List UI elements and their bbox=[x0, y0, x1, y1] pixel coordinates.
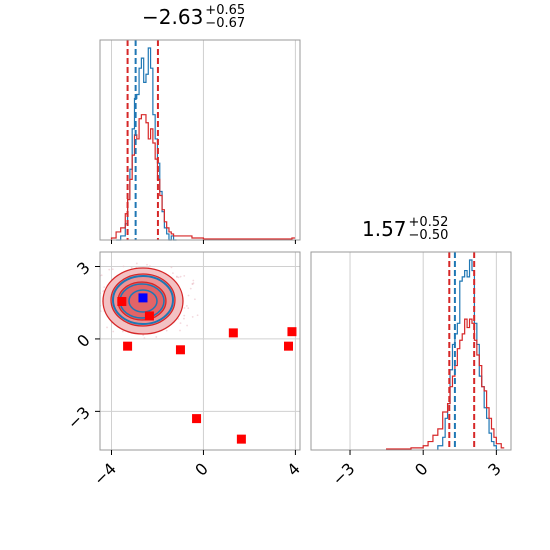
scatter-y-tick-label: 3 bbox=[73, 258, 94, 279]
scatter-sample-point bbox=[179, 275, 182, 278]
scatter-sample-point bbox=[148, 265, 151, 267]
scatter-sample-point bbox=[85, 311, 87, 313]
scatter-sample-point bbox=[189, 287, 192, 290]
scatter-panel: −4 0 4 3 0 −3 bbox=[64, 251, 304, 489]
scatter-sample-point bbox=[177, 276, 180, 279]
hist1-series-2-line bbox=[110, 114, 295, 240]
scatter-sample-point bbox=[121, 330, 124, 333]
title-param-2-plus: +0.52 bbox=[408, 215, 449, 230]
scatter-sample-point bbox=[87, 309, 89, 311]
scatter-sample-point bbox=[191, 283, 194, 286]
hist2-series-1-line bbox=[437, 259, 500, 451]
scatter-frame bbox=[99, 251, 301, 451]
scatter-sample-point bbox=[193, 298, 196, 301]
hist1-frame bbox=[99, 39, 301, 241]
scatter-sample-point bbox=[92, 300, 94, 302]
scatter-sample-point bbox=[170, 266, 173, 269]
scatter-marker-red bbox=[236, 434, 246, 444]
scatter-x-tick-label: 0 bbox=[191, 459, 212, 480]
scatter-sample-point bbox=[191, 316, 194, 318]
scatter-sample-point bbox=[165, 329, 168, 332]
scatter-x-tick-label: 4 bbox=[283, 459, 304, 480]
scatter-sample-point bbox=[92, 320, 94, 322]
scatter-sample-point bbox=[187, 294, 190, 297]
hist2-x-tick-label: 3 bbox=[484, 459, 505, 480]
scatter-sample-point bbox=[89, 308, 91, 310]
hist2-frame bbox=[310, 251, 512, 451]
scatter-marker-red bbox=[175, 345, 185, 355]
scatter-marker-red bbox=[123, 341, 133, 351]
scatter-sample-point bbox=[196, 314, 199, 317]
scatter-marker-red bbox=[228, 328, 238, 338]
scatter-sample-point bbox=[183, 307, 186, 309]
scatter-sample-point bbox=[143, 337, 146, 340]
scatter-marker-red bbox=[284, 341, 294, 351]
contour-blue-outer bbox=[111, 275, 174, 326]
scatter-sample-point bbox=[192, 279, 195, 282]
scatter-x-tick-label: −4 bbox=[90, 459, 120, 489]
title-param-1-minus: −0.67 bbox=[205, 16, 246, 31]
hist2-series-2-line bbox=[386, 318, 505, 450]
scatter-sample-point bbox=[84, 292, 86, 294]
scatter-sample-point bbox=[106, 326, 108, 329]
scatter-y-tick-label: 0 bbox=[73, 330, 94, 351]
title-param-2-minus: −0.50 bbox=[408, 228, 449, 243]
scatter-marker-blue bbox=[138, 293, 148, 303]
scatter-sample-point bbox=[172, 272, 174, 274]
title-param-1-plus: +0.65 bbox=[205, 3, 246, 18]
title-param-2: 1.57 +0.52 −0.50 bbox=[362, 216, 448, 242]
title-param-2-value: 1.57 bbox=[362, 217, 407, 241]
hist2-x-tick-label: −3 bbox=[328, 459, 358, 489]
scatter-sample-point bbox=[111, 268, 114, 271]
scatter-sample-point bbox=[91, 287, 93, 289]
scatter-sample-point bbox=[93, 290, 95, 292]
scatter-sample-point bbox=[183, 314, 186, 317]
histogram-param-1-panel bbox=[99, 39, 301, 244]
hist2-x-tick-label: 0 bbox=[411, 459, 432, 480]
scatter-sample-point bbox=[108, 268, 111, 271]
scatter-sample-point bbox=[112, 330, 115, 333]
scatter-sample-point bbox=[88, 290, 90, 292]
scatter-sample-point bbox=[89, 289, 91, 291]
scatter-sample-point bbox=[186, 324, 188, 327]
scatter-sample-point bbox=[100, 274, 103, 277]
scatter-sample-point bbox=[135, 262, 138, 265]
title-param-1: −2.63 +0.65 −0.67 bbox=[142, 4, 245, 30]
scatter-sample-point bbox=[176, 276, 178, 278]
title-param-1-value: −2.63 bbox=[142, 5, 204, 29]
scatter-marker-red bbox=[144, 311, 154, 321]
scatter-sample-point bbox=[97, 298, 99, 300]
scatter-sample-point bbox=[142, 334, 145, 337]
scatter-sample-point bbox=[122, 265, 125, 268]
scatter-sample-point bbox=[177, 318, 180, 320]
scatter-sample-point bbox=[146, 263, 148, 266]
scatter-plot-area bbox=[84, 262, 297, 444]
scatter-sample-point bbox=[179, 322, 182, 325]
histogram-param-2-panel: −3 0 3 bbox=[310, 251, 512, 489]
hist1-series-1-line bbox=[116, 47, 177, 241]
scatter-sample-point bbox=[187, 307, 190, 310]
scatter-sample-point bbox=[155, 336, 158, 338]
scatter-sample-point bbox=[183, 317, 185, 320]
scatter-marker-red bbox=[287, 327, 297, 337]
scatter-y-tick-label: −3 bbox=[64, 403, 94, 433]
scatter-marker-red bbox=[117, 297, 127, 306]
scatter-marker-red bbox=[192, 414, 202, 424]
contour-blue-inner bbox=[128, 289, 158, 313]
scatter-sample-point bbox=[185, 305, 188, 307]
scatter-sample-point bbox=[85, 290, 87, 292]
scatter-sample-point bbox=[130, 266, 133, 269]
scatter-sample-point bbox=[103, 286, 106, 288]
scatter-sample-point bbox=[179, 329, 181, 332]
scatter-sample-point bbox=[183, 274, 186, 277]
